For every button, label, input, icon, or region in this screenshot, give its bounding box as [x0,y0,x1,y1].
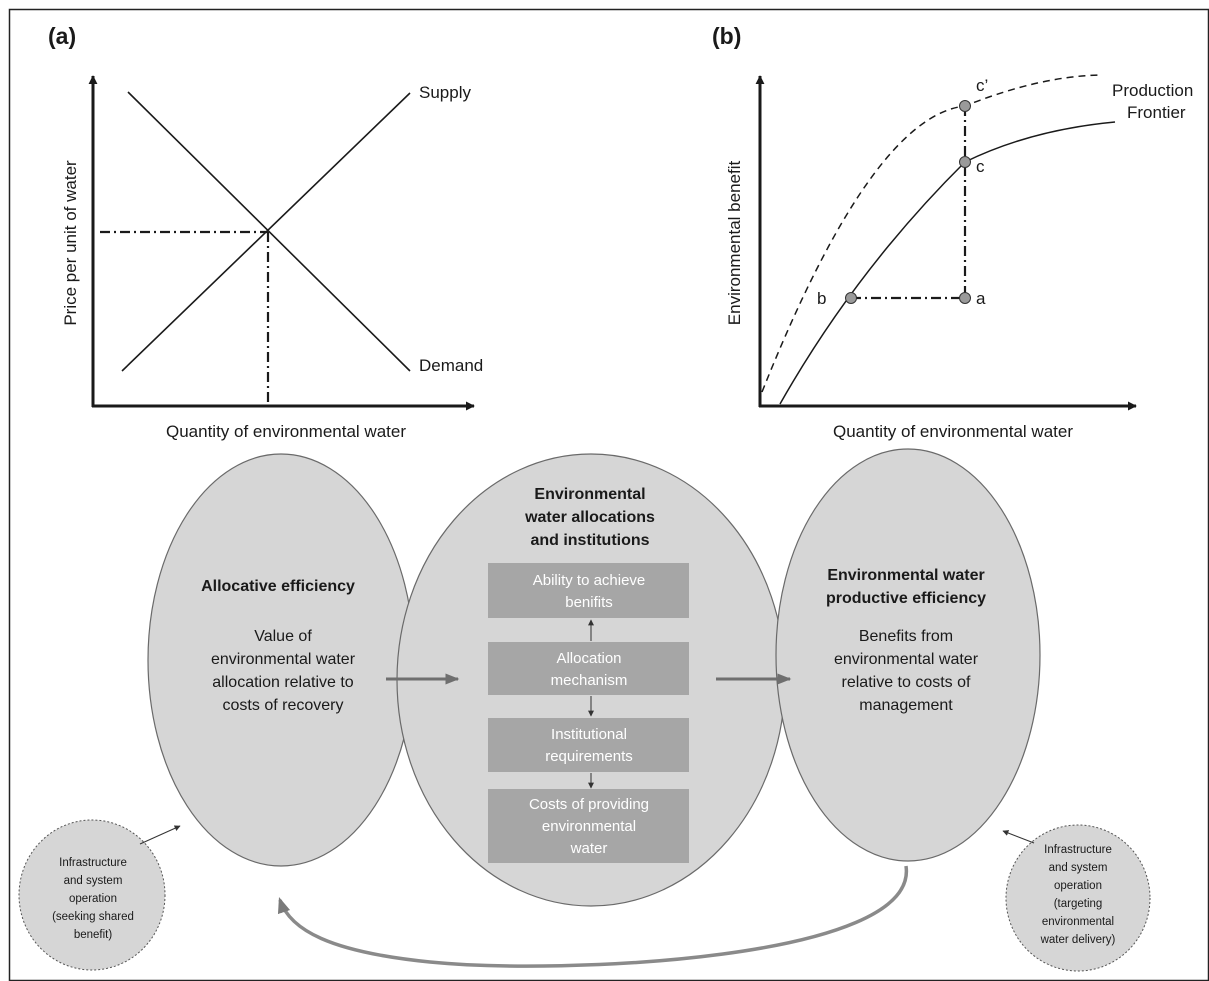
left-node-line5: benefit) [74,929,113,941]
panel-b-x-label: Quantity of environmental water [833,422,1073,441]
left-node-line2: and system [64,875,123,887]
infrastructure-targeting-node [1005,824,1151,972]
left-node-line3: operation [69,893,117,905]
left-node-line4: (seeking shared [52,911,134,923]
right-node-line2: and system [1049,862,1108,874]
productive-efficiency-ellipse [775,448,1041,862]
institutions-title-line3: and institutions [530,532,649,549]
productive-efficiency-title-line1: Environmental water [827,567,984,584]
institutional-box-line1: Institutional [551,726,627,743]
infrastructure-shared-benefit-node [18,819,166,971]
panel-a-y-label: Price per unit of water [61,160,80,326]
point-a [959,292,971,304]
point-b-label: b [817,289,826,308]
arrow-right-node-to-productive [1002,830,1035,844]
costs-box [488,789,689,863]
benefits-box [488,563,689,618]
frontier-label-line1: Production [1112,81,1193,100]
panel-b: (b) b a c c’ Production Frontier Environ… [712,23,1193,441]
feedback-arrow [277,865,908,968]
panel-b-y-label: Environmental benefit [725,161,744,326]
point-c [959,156,971,168]
allocative-body-line1: Value of [254,628,312,645]
costs-box-line2: environmental [542,818,636,835]
productive-efficiency-title-line2: productive efficiency [826,590,986,607]
supply-label: Supply [419,83,471,102]
point-c-label: c [976,157,985,176]
right-node-line6: water delivery) [1040,934,1116,946]
panel-a-x-label: Quantity of environmental water [166,422,406,441]
allocation-box-line1: Allocation [556,650,621,667]
allocative-body-line4: costs of recovery [223,697,344,714]
panel-a-label: (a) [48,23,76,49]
demand-label: Demand [419,356,483,375]
institutional-requirements-box [488,718,689,772]
shifted-frontier-curve [761,74,1102,393]
panel-a: (a) Supply Demand Price per unit of wate… [48,23,483,441]
right-node-line1: Infrastructure [1044,844,1112,856]
efficiency-diagram: Allocative efficiency Value of environme… [18,448,1151,972]
panel-b-label: (b) [712,23,741,49]
institutions-title-line2: water allocations [524,509,655,526]
right-node-line5: environmental [1042,916,1114,928]
productive-body-line2: environmental water [834,651,979,668]
allocation-mechanism-box [488,642,689,695]
point-c-prime-label: c’ [976,76,988,95]
production-frontier-curve [779,121,1116,405]
frontier-label-line2: Frontier [1127,103,1186,122]
allocative-body-line2: environmental water [211,651,356,668]
benefits-box-line1: Ability to achieve [533,572,646,589]
costs-box-line3: water [570,840,608,857]
arrow-left-node-to-allocative [139,825,181,845]
allocative-efficiency-title: Allocative efficiency [201,578,355,595]
demand-curve [127,91,411,372]
productive-body-line4: management [859,697,953,714]
right-node-line3: operation [1054,880,1102,892]
point-a-label: a [976,289,986,308]
institutional-box-line2: requirements [545,748,633,765]
point-c-prime [959,100,971,112]
point-b [845,292,857,304]
costs-box-line1: Costs of providing [529,796,649,813]
productive-body-line1: Benefits from [859,628,953,645]
right-node-line4: (targeting [1054,898,1103,910]
productive-body-line3: relative to costs of [842,674,972,691]
institutions-title-line1: Environmental [534,486,645,503]
left-node-line1: Infrastructure [59,857,127,869]
benefits-box-line2: benifits [565,594,613,611]
allocation-box-line2: mechanism [551,672,628,689]
allocative-body-line3: allocation relative to [212,674,354,691]
